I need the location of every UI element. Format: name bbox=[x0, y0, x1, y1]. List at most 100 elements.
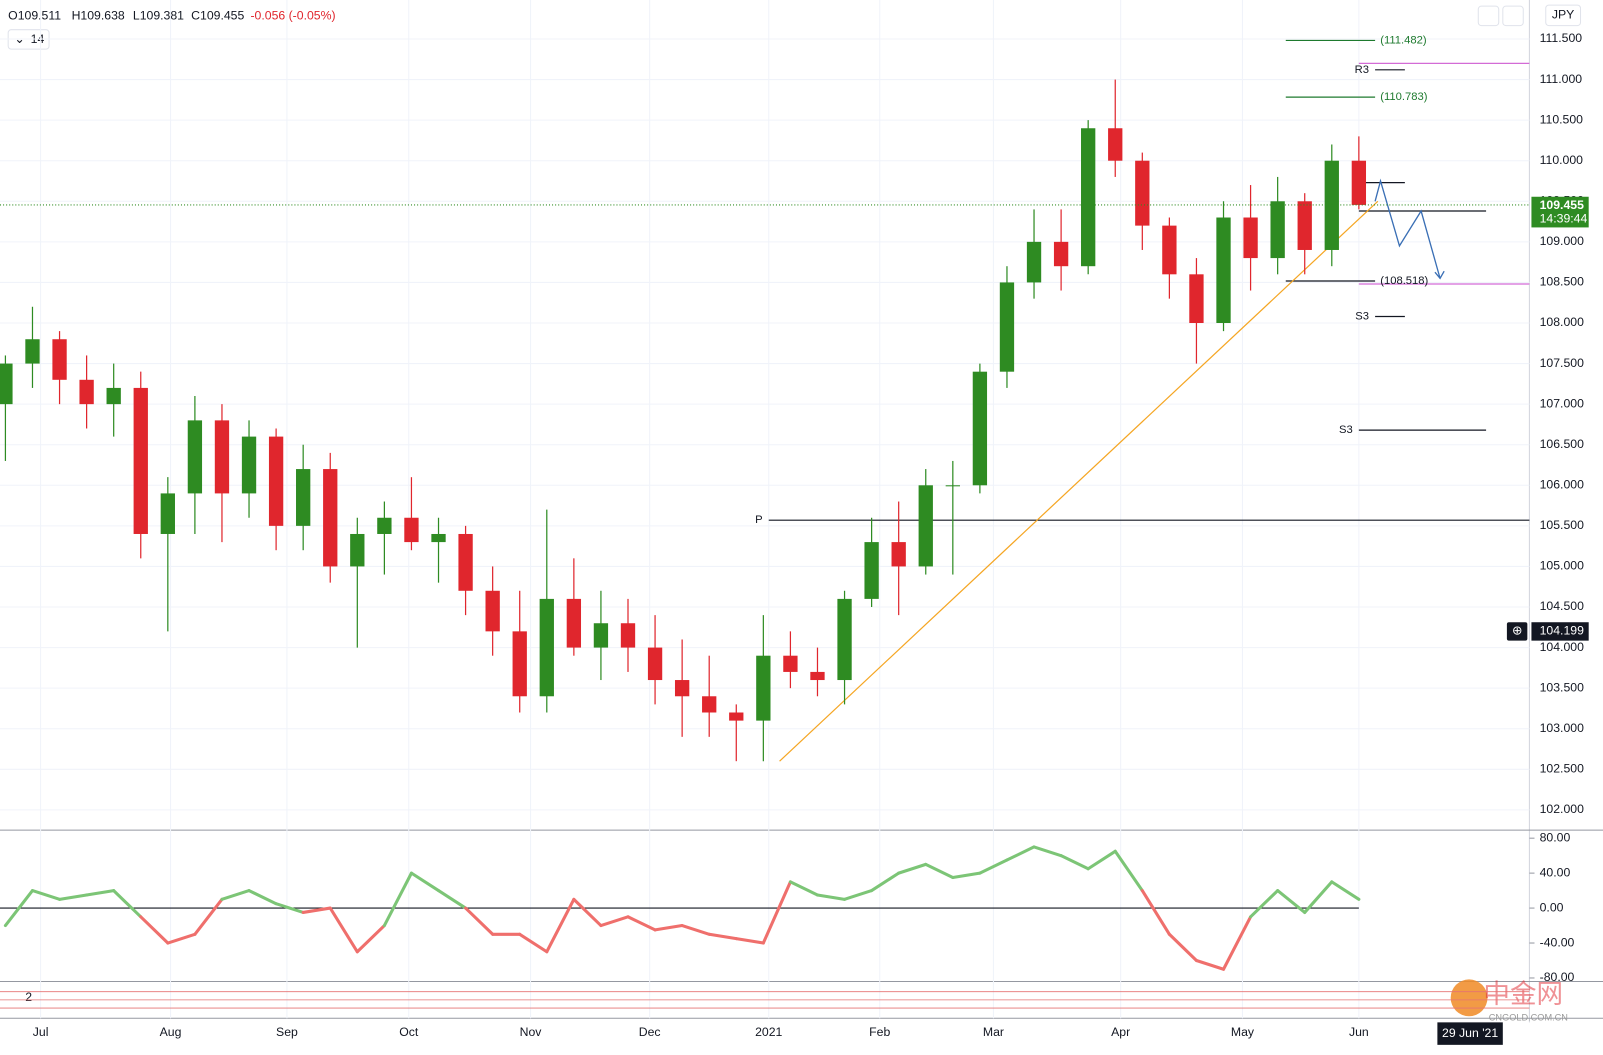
last-price-box bbox=[1531, 196, 1589, 228]
candle-body bbox=[241, 436, 257, 494]
y-tick-label: 106.500 bbox=[1540, 437, 1584, 451]
osc-segment bbox=[1194, 958, 1226, 971]
countdown: 14:39:44 bbox=[1540, 211, 1588, 225]
candle-body bbox=[106, 387, 121, 405]
candle-body bbox=[674, 680, 690, 697]
candle-body bbox=[1081, 128, 1096, 267]
osc-segment bbox=[355, 924, 386, 954]
osc-segment bbox=[112, 889, 143, 919]
osc-segment bbox=[1140, 889, 1171, 936]
candle-body bbox=[187, 420, 203, 494]
level-label: (110.783) bbox=[1380, 91, 1428, 103]
level-label: (108.518) bbox=[1380, 275, 1428, 287]
x-tick-label: Oct bbox=[399, 1025, 419, 1039]
refresh-button[interactable] bbox=[1502, 5, 1524, 27]
candle-body bbox=[1297, 201, 1312, 250]
candle-body bbox=[214, 420, 230, 494]
y-tick-label: 110.000 bbox=[1540, 153, 1584, 167]
crosshair-plus bbox=[1506, 622, 1528, 641]
crosshair-box bbox=[1531, 622, 1589, 641]
candle-body bbox=[323, 469, 338, 567]
x-tick-label: Nov bbox=[520, 1025, 543, 1039]
date-label-box bbox=[1437, 1022, 1503, 1045]
ohlc-close: C109.455 bbox=[191, 9, 244, 23]
candle-body bbox=[702, 696, 717, 713]
y-tick-label: 102.000 bbox=[1540, 802, 1584, 816]
candle-body bbox=[810, 671, 825, 681]
osc-segment bbox=[247, 889, 278, 906]
osc-segment bbox=[166, 932, 197, 945]
candle-body bbox=[647, 647, 663, 681]
osc-segment bbox=[464, 906, 495, 936]
osc-segment bbox=[788, 880, 820, 897]
osc-tick-label: 80.00 bbox=[1540, 830, 1571, 844]
candle-body bbox=[756, 655, 771, 721]
osc-segment bbox=[1005, 845, 1036, 862]
y-tick-label: 108.500 bbox=[1540, 275, 1584, 289]
osc-segment bbox=[572, 897, 603, 928]
osc-segment bbox=[843, 889, 874, 901]
osc-segment bbox=[518, 932, 549, 954]
osc-segment bbox=[85, 889, 116, 897]
osc-tick-label: 0.00 bbox=[1540, 900, 1564, 914]
osc-segment bbox=[328, 906, 359, 954]
candle-body bbox=[620, 623, 636, 648]
candle-body bbox=[945, 485, 960, 487]
level-label: R3 bbox=[1355, 64, 1369, 76]
osc-segment bbox=[274, 902, 305, 914]
level-label: (111.482) bbox=[1380, 34, 1427, 46]
candle-body bbox=[539, 598, 554, 697]
osc-segment bbox=[626, 915, 657, 932]
candle-body bbox=[268, 436, 284, 526]
y-tick-label: 111.500 bbox=[1540, 31, 1583, 45]
candle-body bbox=[593, 623, 609, 648]
candle-body bbox=[1243, 217, 1258, 259]
osc-segment bbox=[1276, 889, 1307, 914]
osc-segment bbox=[30, 889, 62, 901]
osc-segment bbox=[1249, 889, 1280, 919]
projection-arrow bbox=[1434, 270, 1445, 280]
ohlc-low: L109.381 bbox=[133, 9, 184, 23]
x-tick-label: Dec bbox=[639, 1025, 661, 1039]
candle-body bbox=[999, 282, 1015, 372]
last-price: 109.455 bbox=[1540, 198, 1584, 212]
osc-segment bbox=[870, 871, 901, 893]
y-tick-label: 110.500 bbox=[1540, 112, 1584, 126]
osc-segment bbox=[653, 924, 684, 932]
candle-body bbox=[350, 533, 365, 567]
y-tick-label: 105.500 bbox=[1540, 518, 1584, 532]
y-tick-label: 104.000 bbox=[1540, 640, 1584, 654]
watermark-sub: CNGOLD.COM.CN bbox=[1489, 1013, 1568, 1023]
download-button[interactable] bbox=[1477, 5, 1500, 27]
y-tick-label: 103.500 bbox=[1540, 680, 1584, 694]
osc-segment bbox=[193, 897, 224, 936]
candle-body bbox=[1108, 128, 1123, 161]
y-tick-label: 107.000 bbox=[1540, 396, 1584, 410]
osc-segment bbox=[1167, 932, 1198, 963]
osc-segment bbox=[924, 862, 955, 880]
candle-body bbox=[1351, 160, 1367, 205]
osc-segment bbox=[382, 871, 413, 928]
currency-box[interactable] bbox=[1545, 4, 1582, 27]
crosshair-plus-icon: ⊕ bbox=[1512, 624, 1522, 638]
candle-body bbox=[1270, 201, 1285, 259]
watermark-logo bbox=[1450, 979, 1488, 1017]
osc-segment bbox=[139, 915, 170, 945]
level-label: P bbox=[755, 514, 762, 526]
x-tick-label: Feb bbox=[869, 1025, 890, 1039]
candle-body bbox=[1135, 160, 1150, 226]
candle-body bbox=[1216, 217, 1231, 323]
osc-segment bbox=[1032, 845, 1063, 858]
osc-segment bbox=[436, 889, 468, 910]
osc-tick-label: -40.00 bbox=[1540, 935, 1575, 949]
osc-tick-label: 40.00 bbox=[1540, 865, 1571, 879]
osc-segment bbox=[1221, 915, 1253, 971]
x-tick-label: Mar bbox=[983, 1025, 1004, 1039]
x-tick-label: Jul bbox=[33, 1025, 49, 1039]
osc-segment bbox=[1086, 849, 1117, 871]
osc-segment bbox=[545, 897, 576, 954]
osc-segment bbox=[951, 871, 982, 880]
candle-body bbox=[296, 469, 311, 526]
trendline bbox=[779, 200, 1379, 762]
osc-segment bbox=[707, 932, 738, 941]
